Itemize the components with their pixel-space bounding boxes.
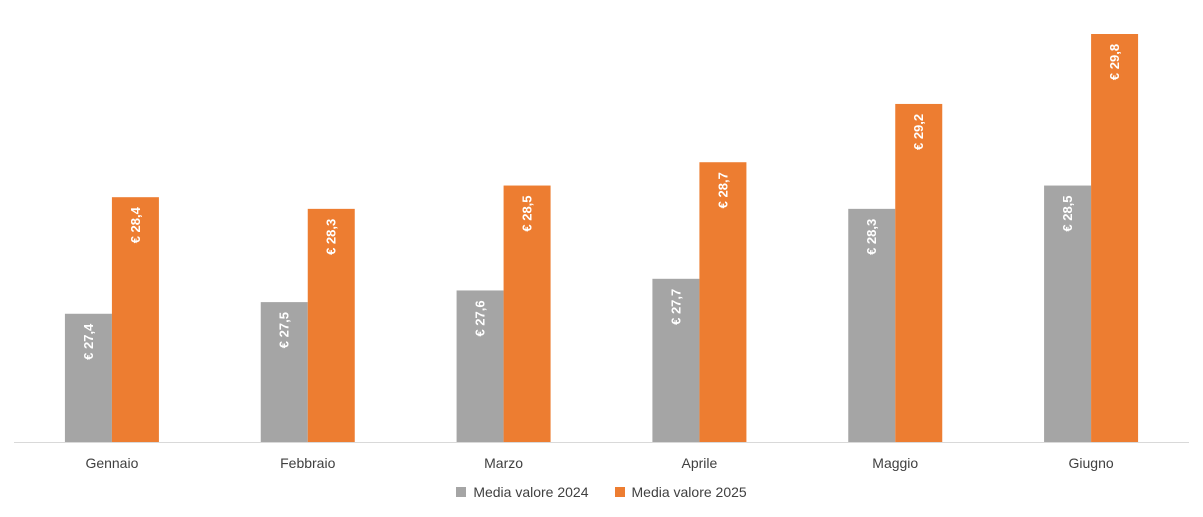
data-label-2025-giugno: € 29,8 <box>1107 44 1122 80</box>
bar-2024-febbraio <box>260 302 308 442</box>
legend-item-2025: Media valore 2025 <box>614 484 747 500</box>
bar-2024-maggio <box>848 208 896 442</box>
legend-item-2024: Media valore 2024 <box>456 484 589 500</box>
bar-2025-marzo <box>503 185 551 443</box>
data-label-2025-aprile: € 28,7 <box>715 172 730 208</box>
bar-2025-aprile <box>699 162 747 442</box>
data-label-2024-gennaio: € 27,4 <box>81 323 96 360</box>
bars-group: € 27,4 € 28,4 € 27,5 € 28,3 € 27,6 € 28,5 € 27… <box>64 34 1139 443</box>
legend-swatch-2025 <box>614 487 625 497</box>
bar-2024-marzo <box>456 290 504 442</box>
data-label-2024-giugno: € 28,5 <box>1060 195 1075 231</box>
data-label-2024-febbraio: € 27,5 <box>277 312 292 348</box>
data-label-2025-gennaio: € 28,4 <box>128 206 143 243</box>
legend: Media valore 2024 Media valore 2025 <box>0 484 1203 500</box>
bar-2025-maggio <box>895 103 943 442</box>
bar-2024-giugno <box>1044 185 1092 443</box>
legend-swatch-2024 <box>456 487 467 497</box>
legend-label-2024: Media valore 2024 <box>473 484 589 500</box>
bar-2025-gennaio <box>111 197 159 442</box>
data-label-2024-aprile: € 27,7 <box>668 289 683 325</box>
x-tick-label-marzo: Marzo <box>484 455 523 471</box>
bar-2025-giugno <box>1091 34 1139 442</box>
data-label-2024-maggio: € 28,3 <box>864 219 879 255</box>
bar-2024-aprile <box>652 278 700 442</box>
data-label-2024-marzo: € 27,6 <box>473 300 488 336</box>
x-tick-label-giugno: Giugno <box>1069 455 1114 471</box>
bar-2025-febbraio <box>307 208 355 442</box>
x-tick-label-aprile: Aprile <box>682 455 718 471</box>
bar-2024-gennaio <box>64 313 112 442</box>
bar-chart: € 27,4 € 28,4 € 27,5 € 28,3 € 27,6 € 28,5 € 27… <box>14 34 1189 471</box>
x-tick-labels: Gennaio Febbraio Marzo Aprile Maggio Giugno <box>85 455 1113 471</box>
x-tick-label-gennaio: Gennaio <box>85 455 138 471</box>
data-label-2025-febbraio: € 28,3 <box>324 219 339 255</box>
legend-label-2025: Media valore 2025 <box>631 484 747 500</box>
data-label-2025-marzo: € 28,5 <box>520 195 535 231</box>
x-tick-label-febbraio: Febbraio <box>280 455 335 471</box>
x-tick-label-maggio: Maggio <box>872 455 918 471</box>
data-label-2025-maggio: € 29,2 <box>911 114 926 150</box>
